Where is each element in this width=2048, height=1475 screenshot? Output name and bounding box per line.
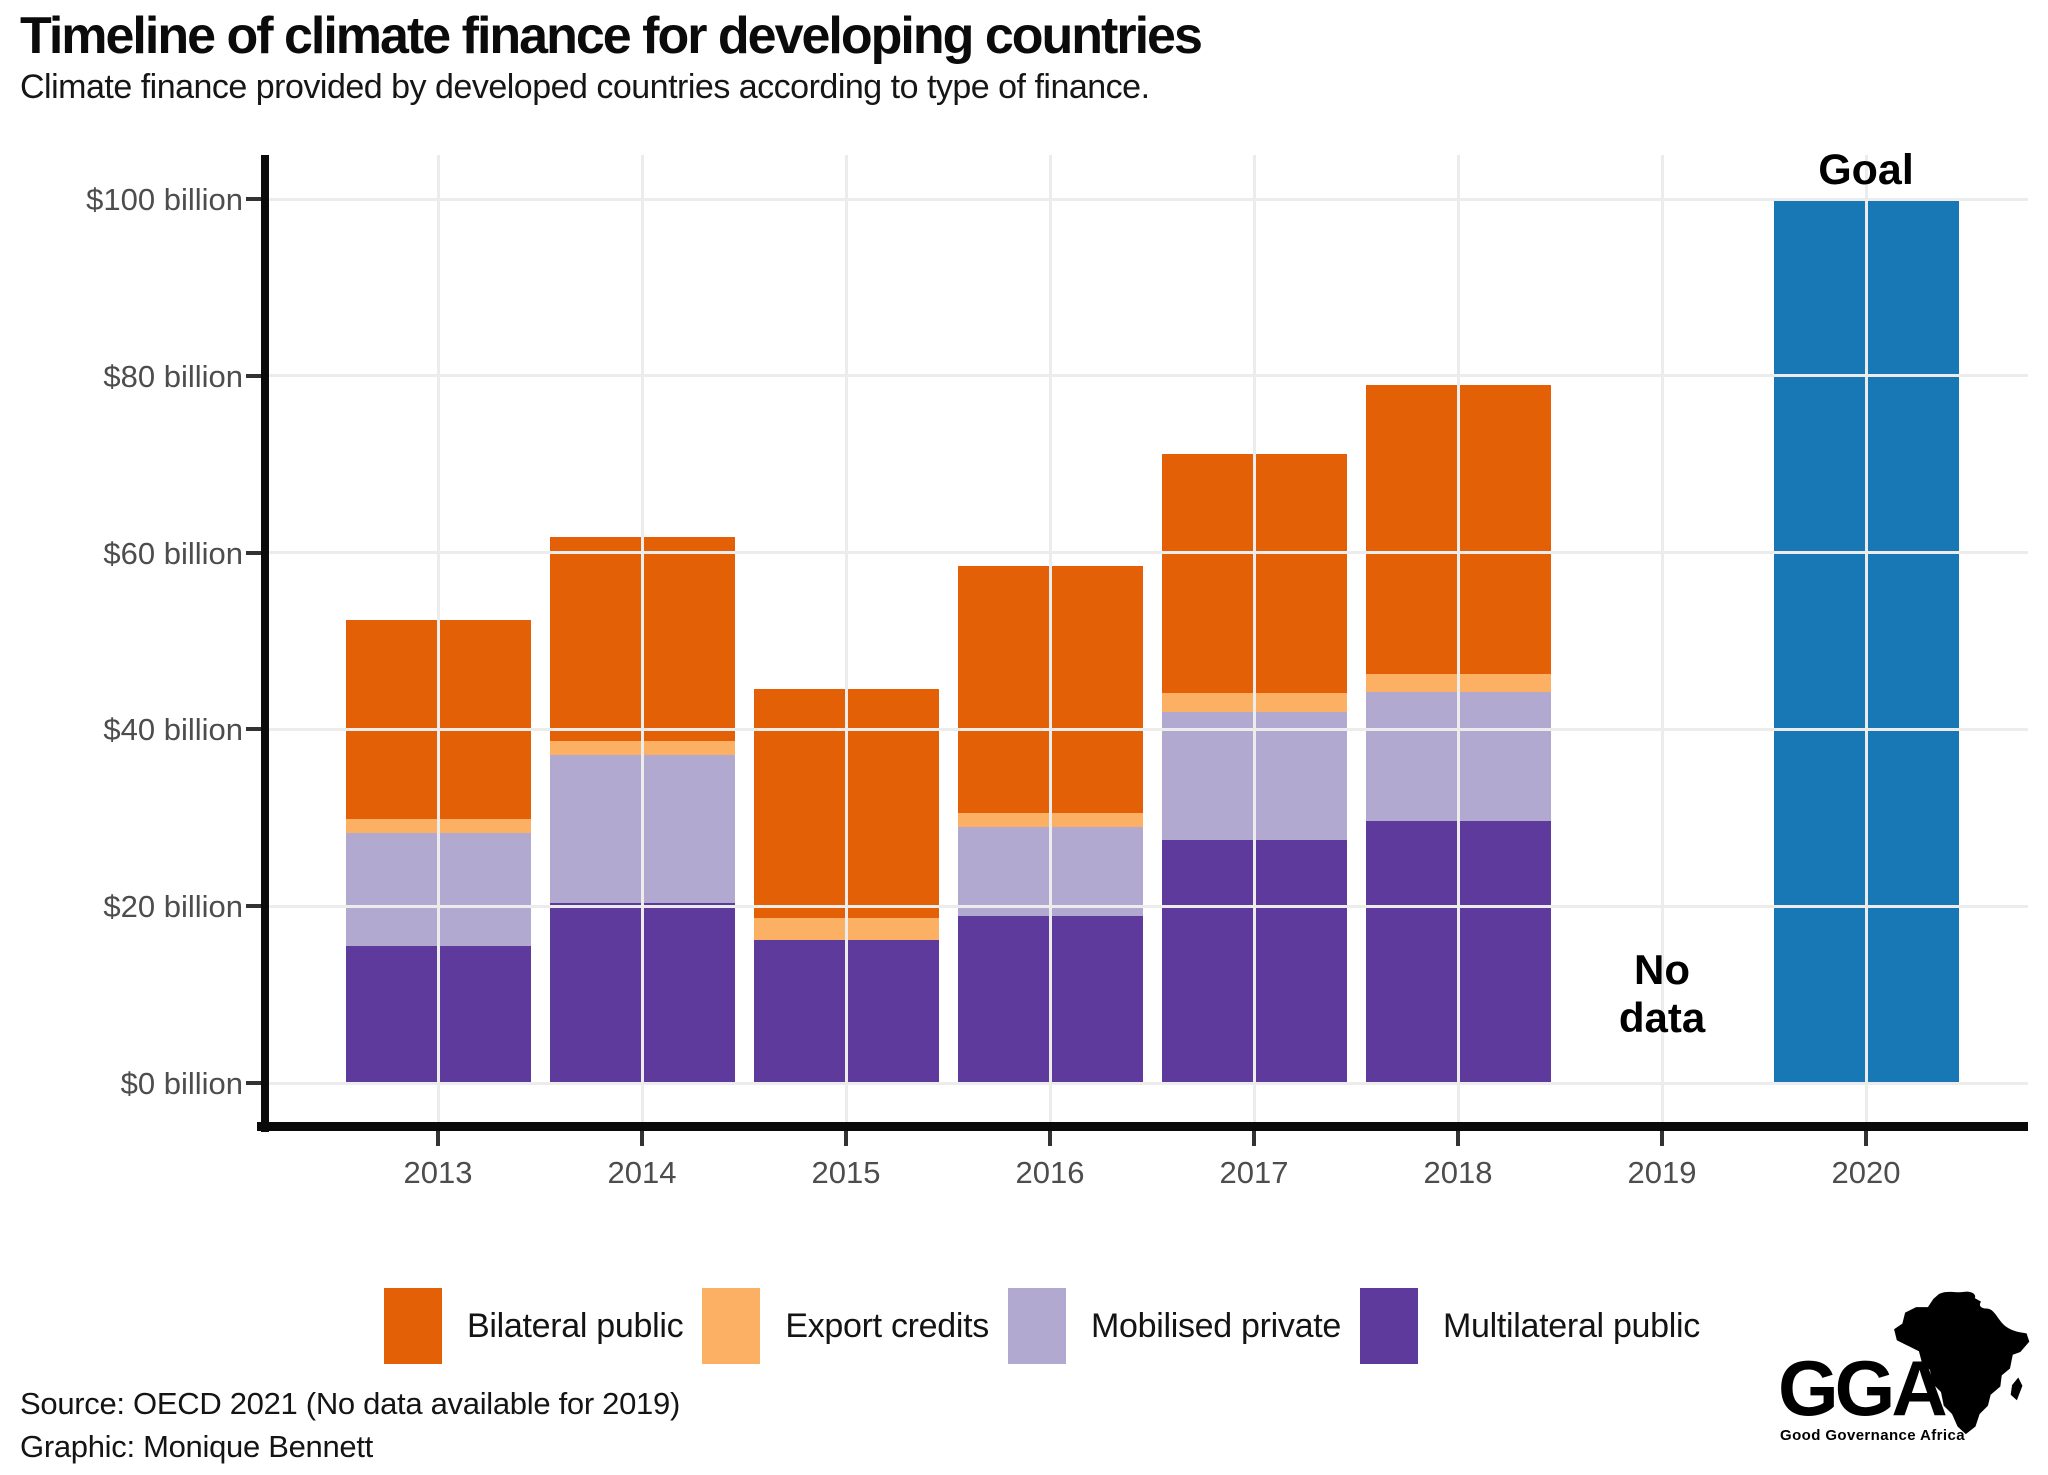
x-tick-label: 2014 xyxy=(607,1155,677,1190)
page-subtitle: Climate finance provided by developed co… xyxy=(20,68,1150,106)
gridline-h xyxy=(265,374,2028,378)
legend-item-export-credits: Export credits xyxy=(702,1288,989,1364)
x-tick-label: 2020 xyxy=(1831,1155,1901,1190)
x-tick-mark xyxy=(1048,1131,1052,1146)
legend-swatch xyxy=(384,1288,442,1364)
gridline-h xyxy=(265,904,2028,908)
y-tick-label: $100 billion xyxy=(86,182,243,217)
source-note: Source: OECD 2021 (No data available for… xyxy=(20,1382,680,1468)
gridline-v xyxy=(1660,155,1664,1122)
legend-swatch xyxy=(702,1288,761,1364)
source-line: Source: OECD 2021 (No data available for… xyxy=(20,1386,680,1421)
credit-line: Graphic: Monique Bennett xyxy=(20,1429,373,1464)
y-axis-line xyxy=(261,155,269,1132)
gridline-v xyxy=(1864,155,1868,1122)
legend-label: Multilateral public xyxy=(1443,1306,1700,1345)
gridline-h xyxy=(265,551,2028,555)
y-tick-label: $60 billion xyxy=(103,535,243,571)
x-tick-mark xyxy=(1660,1131,1664,1146)
x-tick-mark xyxy=(1864,1131,1868,1146)
legend-item-mobilised-private: Mobilised private xyxy=(1007,1288,1342,1364)
gridline-h xyxy=(265,727,2028,731)
y-tick-label: $20 billion xyxy=(103,889,243,925)
legend: Bilateral public Export credits Mobilised … xyxy=(384,1288,1700,1364)
gridline-v xyxy=(640,155,644,1122)
x-tick-mark xyxy=(1456,1131,1460,1146)
legend-label: Bilateral public xyxy=(467,1306,684,1345)
gridline-v xyxy=(1048,155,1052,1122)
x-tick-label: 2015 xyxy=(811,1155,881,1190)
gga-logo-text: GGA xyxy=(1778,1344,1948,1432)
x-tick-label: 2018 xyxy=(1423,1155,1493,1190)
x-tick-label: 2013 xyxy=(403,1155,473,1190)
gga-logo-name: Good Governance Africa xyxy=(1780,1427,1965,1444)
x-tick-mark xyxy=(844,1131,848,1146)
legend-item-multilateral-public: Multilateral public xyxy=(1360,1288,1700,1364)
y-tick-mark xyxy=(246,904,261,909)
y-tick-mark xyxy=(246,1081,261,1085)
legend-label: Mobilised private xyxy=(1090,1306,1342,1345)
y-tick-label: $40 billion xyxy=(103,712,243,748)
gridline-v xyxy=(844,155,848,1122)
y-tick-mark xyxy=(246,550,261,555)
no-data-annotation: No data xyxy=(1618,946,1706,1041)
goal-annotation: Goal xyxy=(1818,146,1914,194)
legend-swatch xyxy=(1007,1288,1066,1364)
y-tick-label: $0 billion xyxy=(120,1066,243,1101)
gridline-v xyxy=(1456,155,1460,1122)
gridline-v xyxy=(436,155,440,1122)
legend-item-bilateral-public: Bilateral public xyxy=(384,1288,684,1364)
gridline-h xyxy=(265,1081,2028,1085)
legend-swatch xyxy=(1360,1288,1419,1364)
y-tick-mark xyxy=(246,197,261,201)
x-tick-mark xyxy=(640,1131,644,1146)
y-tick-label: $80 billion xyxy=(103,358,243,394)
y-tick-mark xyxy=(246,373,261,378)
gridline-h xyxy=(265,197,2028,201)
x-axis-line xyxy=(257,1122,2028,1131)
x-tick-label: 2019 xyxy=(1627,1155,1697,1190)
x-tick-mark xyxy=(1252,1131,1256,1146)
y-tick-mark xyxy=(246,727,261,732)
x-tick-label: 2016 xyxy=(1015,1155,1085,1190)
x-tick-mark xyxy=(436,1131,440,1146)
page-title: Timeline of climate finance for developi… xyxy=(20,7,1203,65)
gridline-v xyxy=(1252,155,1256,1122)
africa-icon xyxy=(1894,1291,2030,1435)
gga-logo: GGA Good Governance Africa xyxy=(1770,1285,2040,1455)
x-tick-label: 2017 xyxy=(1219,1155,1289,1190)
legend-label: Export credits xyxy=(785,1306,989,1345)
